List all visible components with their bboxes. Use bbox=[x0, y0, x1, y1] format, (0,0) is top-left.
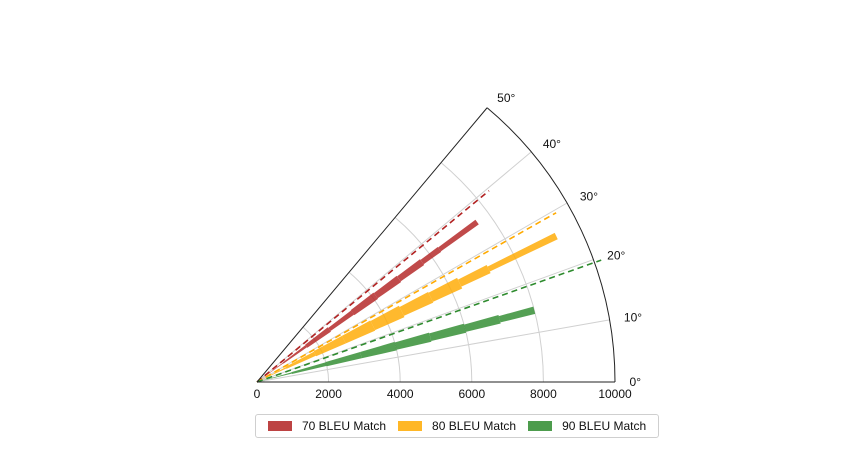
bar-70-bleu-match-6 bbox=[397, 259, 425, 282]
bars-layer bbox=[257, 219, 558, 382]
legend-item-70-bleu: 70 BLEU Match bbox=[268, 419, 386, 433]
bar-70-bleu-match-2 bbox=[305, 327, 331, 348]
bar-90-bleu-match-0 bbox=[257, 372, 292, 382]
bar-70-bleu-match-3 bbox=[328, 310, 355, 331]
legend-item-80-bleu: 80 BLEU Match bbox=[398, 419, 516, 433]
r-tick-label-4000: 4000 bbox=[387, 387, 414, 401]
r-tick-label-10000: 10000 bbox=[598, 387, 632, 401]
theta-tick-label-10: 10° bbox=[624, 311, 642, 325]
legend-item-90-bleu: 90 BLEU Match bbox=[528, 419, 646, 433]
bar-80-bleu-match-7 bbox=[457, 264, 491, 287]
bar-80-bleu-match-4 bbox=[370, 305, 405, 331]
bar-80-bleu-match-3 bbox=[341, 320, 376, 344]
reference-line-90-bleu-match bbox=[256, 259, 602, 383]
reference-line-70-bleu-match bbox=[256, 190, 490, 383]
bar-90-bleu-match-1 bbox=[291, 362, 327, 374]
grid-spoke-30 bbox=[256, 202, 568, 383]
bar-90-bleu-match-4 bbox=[394, 332, 432, 350]
theta-tick-label-20: 20° bbox=[607, 248, 625, 262]
bar-70-bleu-match-5 bbox=[373, 275, 402, 299]
r-tick-label-6000: 6000 bbox=[458, 387, 485, 401]
legend-label-90-bleu: 90 BLEU Match bbox=[562, 419, 647, 433]
legend-swatch-90-bleu bbox=[528, 421, 553, 431]
reference-lines-layer bbox=[256, 190, 602, 383]
theta-tick-label-50: 50° bbox=[497, 91, 515, 105]
bar-90-bleu-match-6 bbox=[463, 315, 501, 332]
frame-layer bbox=[256, 107, 616, 383]
r-tick-label-8000: 8000 bbox=[530, 387, 557, 401]
bar-90-bleu-match-5 bbox=[429, 323, 467, 341]
legend-label-70-bleu: 70 BLEU Match bbox=[302, 419, 387, 433]
bar-70-bleu-match-7 bbox=[420, 247, 442, 265]
bar-90-bleu-match-2 bbox=[325, 351, 362, 367]
bar-80-bleu-match-0 bbox=[257, 367, 287, 382]
grid-spoke-20 bbox=[256, 259, 594, 383]
bar-70-bleu-match-1 bbox=[282, 345, 308, 364]
theta-tick-label-40: 40° bbox=[543, 137, 561, 151]
grid-spoke-40 bbox=[256, 151, 532, 383]
theta-tick-label-30: 30° bbox=[580, 190, 598, 204]
theta-tick-label-0: 0° bbox=[630, 375, 642, 389]
grid-arc-8000 bbox=[440, 162, 544, 383]
bar-80-bleu-match-5 bbox=[399, 291, 434, 316]
legend: 70 BLEU Match 80 BLEU Match 90 BLEU Matc… bbox=[255, 414, 660, 438]
grid-layer bbox=[256, 151, 610, 383]
bar-70-bleu-match-8 bbox=[438, 219, 479, 252]
bar-80-bleu-match-6 bbox=[428, 277, 463, 302]
r-tick-label-2000: 2000 bbox=[315, 387, 342, 401]
bar-70-bleu-match-0 bbox=[257, 362, 284, 382]
legend-swatch-70-bleu bbox=[268, 421, 292, 431]
r-tick-label-0: 0 bbox=[254, 387, 261, 401]
bar-90-bleu-match-3 bbox=[360, 341, 397, 359]
bar-90-bleu-match-7 bbox=[498, 306, 536, 323]
bar-80-bleu-match-8 bbox=[487, 232, 558, 272]
legend-swatch-80-bleu bbox=[398, 421, 423, 431]
bar-80-bleu-match-1 bbox=[285, 351, 316, 369]
frame-outer-arc bbox=[486, 107, 616, 383]
bar-70-bleu-match-4 bbox=[350, 292, 378, 316]
bar-80-bleu-match-2 bbox=[313, 335, 346, 357]
grid-spoke-10 bbox=[256, 319, 610, 383]
frame-edge-50deg bbox=[256, 107, 488, 383]
legend-label-80-bleu: 80 BLEU Match bbox=[432, 419, 517, 433]
reference-line-80-bleu-match bbox=[256, 212, 557, 383]
